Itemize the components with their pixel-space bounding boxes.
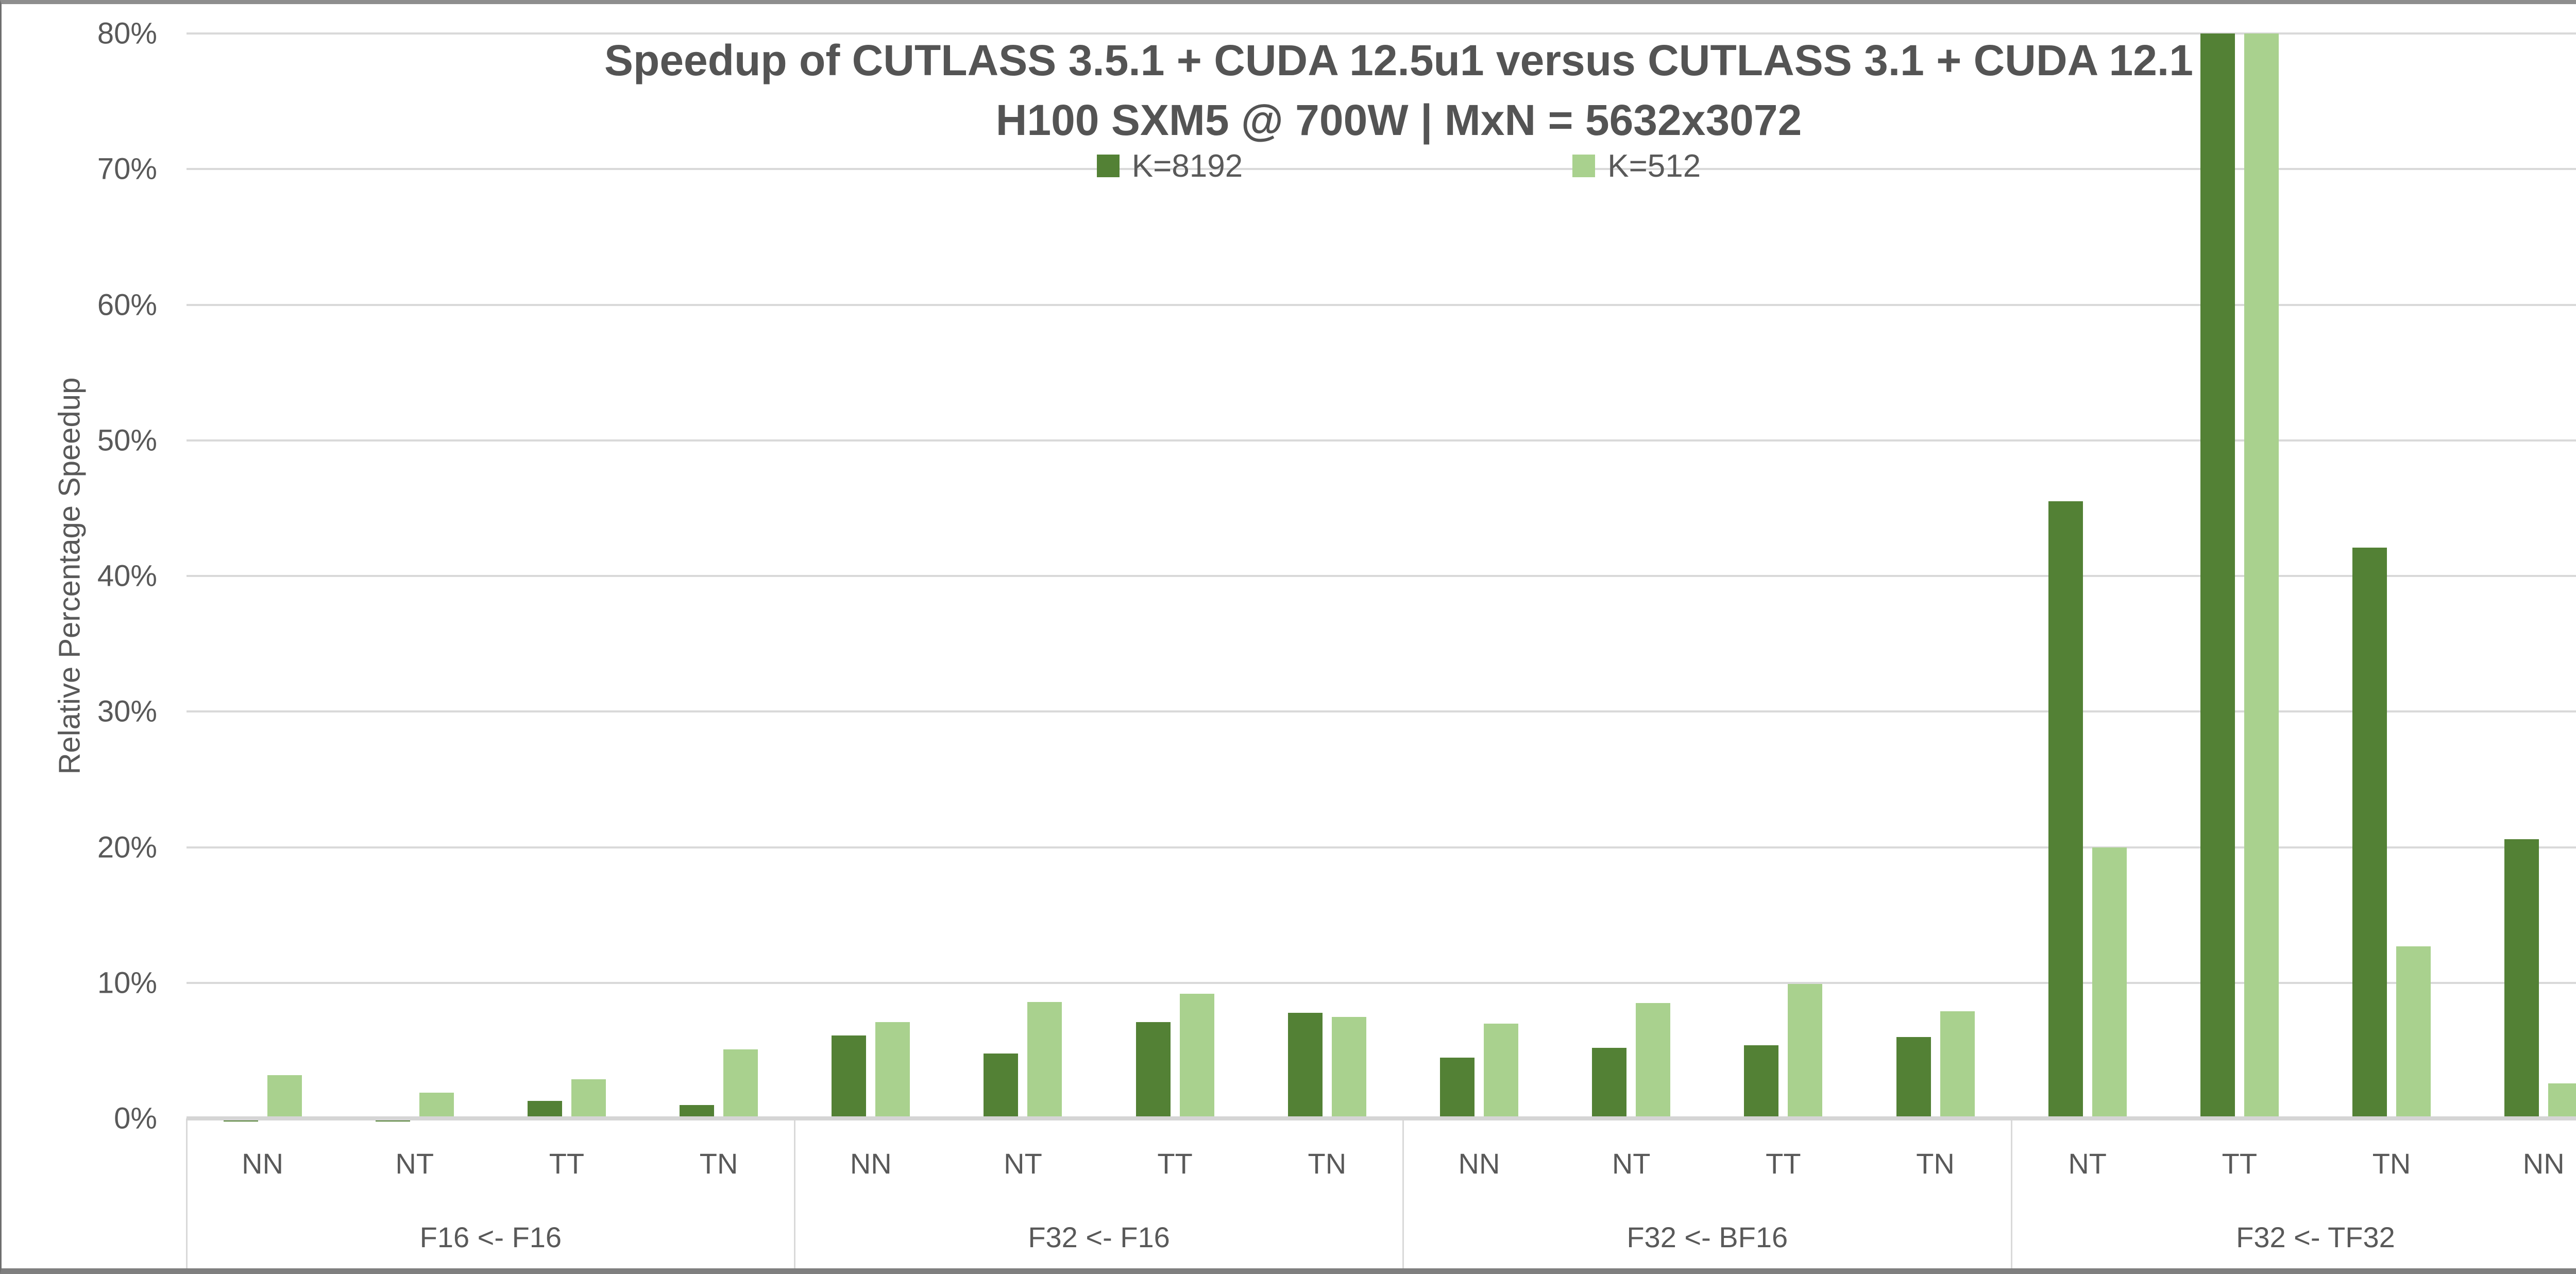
bar-F32TF32-TT-K8192 bbox=[2200, 33, 2235, 1117]
x-axis-zero-line bbox=[187, 1116, 2576, 1120]
x-tick-label-NT-9: NT bbox=[1612, 1147, 1651, 1180]
x-tick-label-NT-12: NT bbox=[2068, 1147, 2107, 1180]
x-tick-label-TN-14: TN bbox=[2372, 1147, 2411, 1180]
legend-swatch-icon bbox=[1096, 155, 1120, 177]
legend-swatch-icon bbox=[1572, 155, 1596, 177]
gridline-40 bbox=[187, 575, 2576, 577]
bar-F16F16-TN-K8192 bbox=[680, 1105, 715, 1117]
bar-F32F16-TT-K8192 bbox=[1136, 1022, 1171, 1117]
legend-label: K=8192 bbox=[1131, 148, 1243, 184]
bar-F32BF16-TT-K8192 bbox=[1744, 1045, 1779, 1117]
y-tick-label-30: 30% bbox=[97, 694, 157, 728]
x-tick-label-TT-10: TT bbox=[1766, 1147, 1801, 1180]
bar-F32TF32-TN-K8192 bbox=[2352, 547, 2387, 1117]
bar-F32BF16-NT-K8192 bbox=[1592, 1048, 1627, 1117]
bar-F32F16-TT-K512 bbox=[1179, 993, 1214, 1117]
x-tick-label-TN-3: TN bbox=[699, 1147, 738, 1180]
x-group-label-0: F16 <- F16 bbox=[419, 1221, 562, 1254]
bar-F32TF32-NT-K8192 bbox=[2048, 501, 2083, 1117]
bar-F32F16-TN-K512 bbox=[1331, 1016, 1366, 1117]
category-band-separator-0 bbox=[185, 1118, 188, 1268]
y-tick-label-20: 20% bbox=[97, 830, 157, 864]
bar-F32BF16-NN-K512 bbox=[1484, 1023, 1518, 1117]
chart-title: Speedup of CUTLASS 3.5.1 + CUDA 12.5u1 v… bbox=[2, 31, 2576, 150]
bar-F16F16-TT-K8192 bbox=[527, 1100, 562, 1117]
category-band-separator-1 bbox=[794, 1118, 796, 1268]
category-band-separator-3 bbox=[2010, 1118, 2012, 1268]
bar-F16F16-NN-K8192 bbox=[223, 1120, 258, 1122]
category-band-bottom-line bbox=[187, 1271, 2576, 1272]
bar-F32F16-NN-K512 bbox=[875, 1022, 910, 1117]
bar-F32BF16-NT-K512 bbox=[1636, 1003, 1671, 1117]
bar-F32TF32-NT-K512 bbox=[2092, 847, 2127, 1117]
gridline-50 bbox=[187, 439, 2576, 441]
bar-F32F16-NT-K8192 bbox=[984, 1053, 1019, 1117]
bar-F16F16-TN-K512 bbox=[723, 1049, 758, 1117]
y-tick-label-60: 60% bbox=[97, 288, 157, 321]
bar-F32TF32-NN-K512 bbox=[2548, 1083, 2576, 1117]
bar-F32BF16-TN-K512 bbox=[1940, 1011, 1975, 1117]
bar-F32F16-TN-K8192 bbox=[1287, 1012, 1323, 1117]
y-tick-label-0: 0% bbox=[114, 1101, 157, 1135]
x-tick-label-TT-6: TT bbox=[1157, 1147, 1193, 1180]
bar-F32BF16-TN-K8192 bbox=[1896, 1037, 1931, 1117]
y-tick-label-40: 40% bbox=[97, 559, 157, 593]
chart-title-line2: H100 SXM5 @ 700W | MxN = 5632x3072 bbox=[995, 95, 1802, 144]
x-tick-label-NT-1: NT bbox=[395, 1147, 434, 1180]
category-band-separator-2 bbox=[1402, 1118, 1404, 1268]
y-tick-label-80: 80% bbox=[97, 16, 157, 50]
gridline-30 bbox=[187, 710, 2576, 713]
y-tick-label-50: 50% bbox=[97, 423, 157, 457]
x-tick-label-TT-2: TT bbox=[549, 1147, 585, 1180]
chart-title-line1: Speedup of CUTLASS 3.5.1 + CUDA 12.5u1 v… bbox=[604, 36, 2193, 84]
x-group-label-2: F32 <- BF16 bbox=[1626, 1221, 1788, 1254]
gridline-60 bbox=[187, 303, 2576, 306]
x-group-label-3: F32 <- TF32 bbox=[2236, 1221, 2395, 1254]
legend: K=8192 K=512 bbox=[2, 144, 2576, 188]
legend-item-k-8192: K=8192 bbox=[1096, 148, 1243, 184]
x-tick-label-TN-7: TN bbox=[1308, 1147, 1347, 1180]
bar-F32BF16-TT-K512 bbox=[1788, 984, 1823, 1117]
bar-F32F16-NN-K8192 bbox=[832, 1035, 867, 1117]
legend-item-k-512: K=512 bbox=[1572, 148, 1701, 184]
x-tick-label-NT-5: NT bbox=[1004, 1147, 1042, 1180]
gridline-80 bbox=[187, 32, 2576, 35]
x-tick-label-NN-4: NN bbox=[850, 1147, 892, 1180]
x-tick-label-NN-15: NN bbox=[2522, 1147, 2565, 1180]
x-tick-label-TT-13: TT bbox=[2222, 1147, 2258, 1180]
bar-F32F16-NT-K512 bbox=[1027, 1001, 1062, 1117]
bar-F32TF32-NN-K8192 bbox=[2504, 839, 2539, 1117]
y-tick-label-70: 70% bbox=[97, 152, 157, 186]
bar-F16F16-NT-K512 bbox=[419, 1092, 454, 1117]
gridline-20 bbox=[187, 846, 2576, 848]
bar-F16F16-NT-K8192 bbox=[375, 1120, 410, 1122]
bar-F16F16-NN-K512 bbox=[267, 1075, 302, 1117]
bar-F16F16-TT-K512 bbox=[571, 1079, 606, 1117]
legend-label: K=512 bbox=[1607, 148, 1701, 184]
bar-F32TF32-TT-K512 bbox=[2244, 33, 2279, 1117]
x-tick-label-TN-11: TN bbox=[1916, 1147, 1955, 1180]
x-tick-label-NN-0: NN bbox=[242, 1147, 284, 1180]
y-tick-label-10: 10% bbox=[97, 966, 157, 1000]
x-group-label-1: F32 <- F16 bbox=[1028, 1221, 1170, 1254]
bar-F32BF16-NN-K8192 bbox=[1440, 1057, 1475, 1117]
gridline-70 bbox=[187, 168, 2576, 171]
x-tick-label-NN-8: NN bbox=[1458, 1147, 1500, 1180]
gridline-10 bbox=[187, 981, 2576, 984]
bar-F32TF32-TN-K512 bbox=[2396, 946, 2431, 1117]
